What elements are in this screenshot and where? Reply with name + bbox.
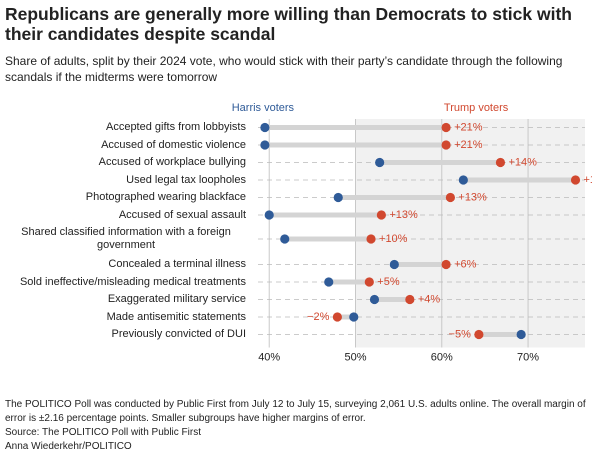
dot: [445, 192, 456, 203]
category-text: Concealed a terminal illness: [108, 258, 246, 270]
category-label: Accused of workplace bullying: [0, 156, 246, 169]
difference-label: +13%: [389, 209, 418, 221]
shaded-region: [355, 119, 585, 348]
category-label: Used legal tax loopholes: [0, 174, 246, 187]
category-label: Accused of domestic violence: [0, 139, 246, 152]
note: Source: The POLITICO Poll with Public Fi…: [5, 427, 201, 438]
chart-subtitle: Share of adults, split by their 2024 vot…: [5, 54, 563, 84]
x-tick-label: 40%: [258, 351, 280, 363]
category-label: Sold ineffective/misleading medical trea…: [0, 276, 246, 289]
dot: [375, 157, 385, 168]
dot: [458, 175, 468, 185]
category-text: Exaggerated military service: [107, 293, 246, 305]
category-label: Made antisemitic statements: [0, 311, 246, 324]
dot: [364, 277, 374, 287]
difference-label: −5%: [449, 328, 472, 340]
dot: [324, 277, 334, 287]
difference-label: +6%: [454, 258, 477, 270]
dot: [389, 259, 399, 270]
category-text: Used legal tax loopholes: [126, 173, 246, 186]
chart-title: Republicans are generally more willing t…: [5, 4, 572, 44]
dot: [333, 192, 343, 203]
difference-label: +5%: [377, 276, 400, 288]
difference-label: +21%: [454, 121, 483, 133]
difference-label: +10%: [379, 233, 408, 245]
difference-label: +4%: [418, 293, 441, 305]
difference-label: +14%: [508, 156, 537, 168]
difference-label: +13%: [458, 191, 487, 203]
dot: [260, 140, 270, 150]
difference-label: +21%: [454, 139, 483, 151]
category-text: Previously convicted of DUI: [111, 328, 247, 340]
category-label: Previously convicted of DUI: [0, 328, 247, 341]
category-label: Exaggerated military service: [0, 293, 246, 306]
category-text: Made antisemitic statements: [106, 310, 246, 323]
dot: [349, 312, 359, 322]
dot: [332, 312, 342, 322]
dot: [280, 234, 290, 244]
dot: [260, 122, 270, 133]
category-label: Accepted gifts from lobbyists: [0, 121, 246, 134]
dot: [376, 210, 386, 220]
category-label: Shared classified information with a for…: [0, 226, 246, 252]
dot: [366, 234, 376, 244]
category-text: Accepted gifts from lobbyists: [105, 121, 246, 133]
category-text: Accused of sexual assault: [118, 208, 246, 221]
category-text: Shared classified information with a for…: [21, 226, 231, 251]
legend-label: Trump voters: [444, 102, 509, 114]
x-tick-label: 60%: [431, 351, 453, 363]
dot: [369, 294, 380, 305]
dot: [516, 329, 526, 340]
category-label: Accused of sexual assault: [0, 209, 246, 222]
dot: [474, 329, 484, 340]
x-tick-label: 70%: [517, 351, 539, 363]
x-tick-label: 50%: [344, 351, 366, 363]
dot: [441, 122, 451, 133]
category-label: Concealed a terminal illness: [0, 258, 246, 271]
category-text: Accused of domestic violence: [101, 138, 246, 151]
dot: [495, 157, 506, 168]
dot: [441, 259, 451, 270]
category-text: Sold ineffective/misleading medical trea…: [19, 275, 246, 288]
dot: [264, 210, 274, 220]
difference-label: −2%: [307, 311, 330, 323]
note: Anna Wiederkehr/POLITICO: [5, 441, 132, 452]
dot: [441, 140, 451, 150]
dot: [570, 175, 581, 185]
category-text: Photographed wearing blackface: [85, 191, 246, 203]
note: The POLITICO Poll was conducted by Publi…: [5, 399, 586, 424]
category-label: Photographed wearing blackface: [0, 191, 246, 204]
dot: [405, 294, 415, 305]
category-text: Accused of workplace bullying: [98, 156, 246, 168]
notes: The POLITICO Poll was conducted by Publi…: [5, 398, 587, 454]
legend-label: Harris voters: [232, 102, 295, 114]
difference-label: +13%: [584, 174, 592, 186]
